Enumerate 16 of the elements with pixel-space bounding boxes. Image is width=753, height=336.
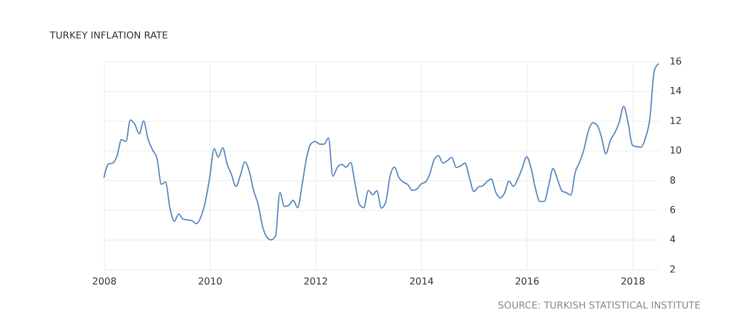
y-tick-label: 4 bbox=[670, 234, 676, 246]
y-tick-label: 14 bbox=[670, 86, 682, 98]
x-tick-label: 2014 bbox=[409, 276, 434, 288]
x-tick-label: 2016 bbox=[514, 276, 540, 288]
y-tick-label: 16 bbox=[670, 56, 682, 68]
y-tick-label: 12 bbox=[670, 116, 682, 127]
y-tick-label: 6 bbox=[670, 205, 676, 216]
y-tick-label: 10 bbox=[670, 146, 682, 157]
source-note: SOURCE: TURKISH STATISTICAL INSTITUTE bbox=[498, 300, 701, 312]
y-tick-label: 8 bbox=[670, 175, 676, 186]
x-tick-label: 2012 bbox=[304, 276, 328, 288]
x-tick-label: 2018 bbox=[620, 276, 646, 288]
y-tick-label: 2 bbox=[670, 264, 676, 276]
x-tick-label: 2010 bbox=[198, 276, 222, 288]
chart-title: TURKEY INFLATION RATE bbox=[48, 30, 168, 42]
x-tick-label: 2008 bbox=[92, 276, 117, 288]
